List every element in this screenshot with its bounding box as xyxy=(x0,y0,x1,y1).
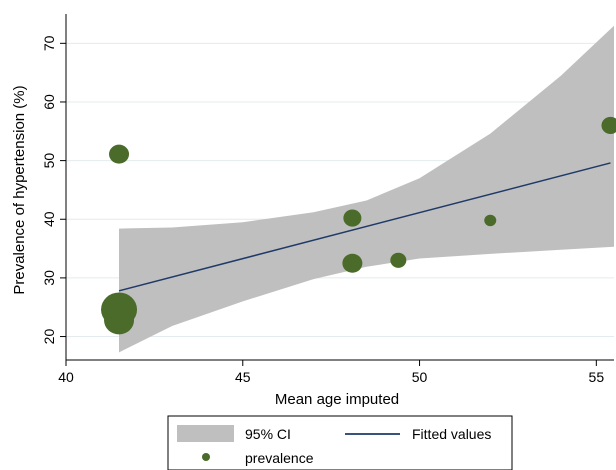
x-tick-label-50: 50 xyxy=(412,369,428,385)
fitted-line xyxy=(118,162,611,292)
legend-ci-label: 95% CI xyxy=(245,426,291,442)
x-axis-label: Mean age imputed xyxy=(275,391,399,408)
y-tick-label-40: 40 xyxy=(41,211,57,227)
x-tick-label-40: 40 xyxy=(58,369,74,385)
y-axis-label: Prevalence of hypertension (%) xyxy=(11,85,28,294)
data-point-6 xyxy=(484,214,497,227)
y-tick-label-50: 50 xyxy=(41,153,57,169)
legend-box xyxy=(167,415,513,470)
data-point-5 xyxy=(390,252,407,268)
legend-ci-swatch xyxy=(177,425,234,442)
data-point-2 xyxy=(104,305,135,335)
ci-band-layer xyxy=(119,25,614,353)
legend-points-swatch xyxy=(202,453,210,461)
data-point-0 xyxy=(109,144,130,164)
x-tick-label-45: 45 xyxy=(235,369,251,385)
tick-labels: 40 45 50 55 20 30 40 50 60 70 xyxy=(41,35,604,385)
ci-band xyxy=(119,25,614,353)
legend-fit-label: Fitted values xyxy=(412,426,491,442)
x-tick-label-55: 55 xyxy=(589,369,605,385)
y-tick-label-70: 70 xyxy=(41,35,57,51)
legend-points-label: prevalence xyxy=(245,450,314,466)
axes xyxy=(60,14,614,366)
y-tick-label-30: 30 xyxy=(41,270,57,286)
legend: 95% CI Fitted values prevalence xyxy=(167,415,513,470)
data-point-4 xyxy=(342,253,363,273)
data-point-3 xyxy=(343,209,362,227)
y-tick-label-20: 20 xyxy=(41,329,57,345)
fit-line-layer xyxy=(118,162,611,292)
points-layer xyxy=(101,116,616,335)
y-tick-label-60: 60 xyxy=(41,94,57,110)
data-point-7 xyxy=(601,116,616,134)
